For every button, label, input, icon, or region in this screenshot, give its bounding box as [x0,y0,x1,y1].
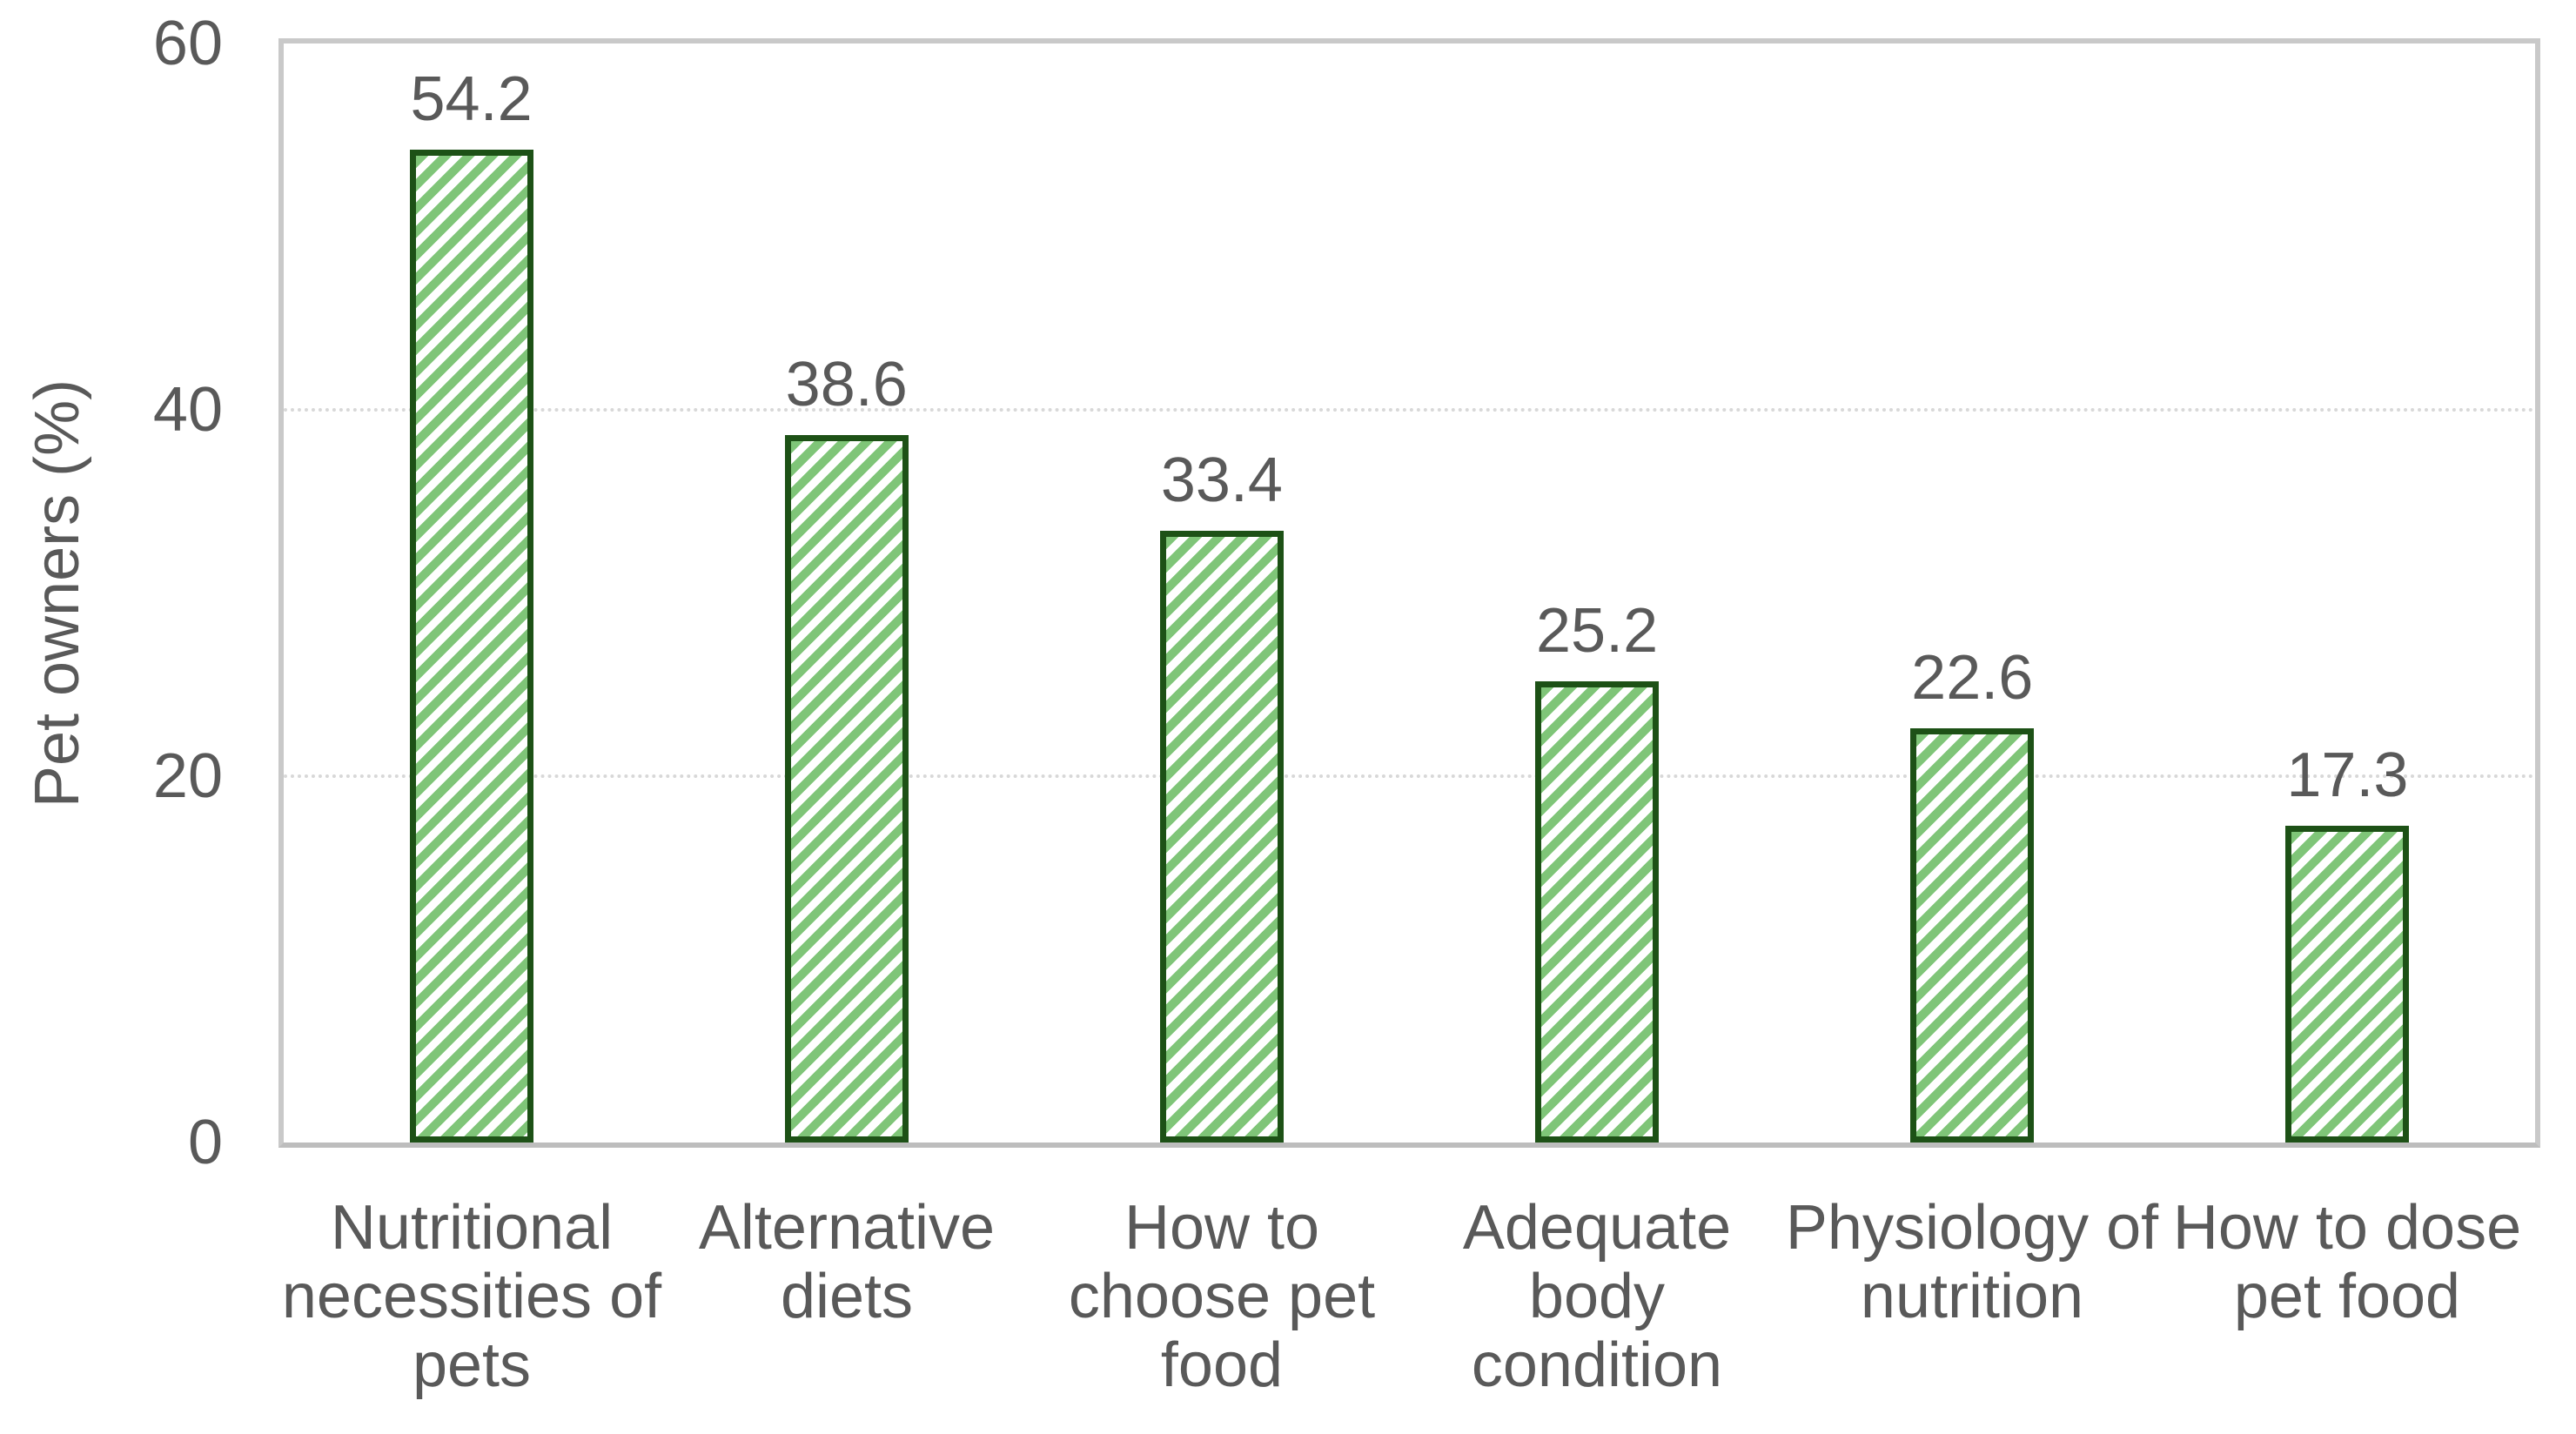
gridline-40 [284,408,2535,412]
bar-value-label: 33.4 [1160,446,1283,516]
bar-2 [785,435,909,1143]
bar-value-label: 38.6 [785,350,908,420]
x-category-label-4: Adequate body condition [1462,1193,1732,1400]
bar-value-label: 17.3 [2286,740,2409,811]
x-category-label-2: Alternative diets [698,1193,996,1331]
bar-value-label: 25.2 [1536,596,1659,667]
bar-4 [1535,681,1659,1143]
bar-1 [410,150,533,1143]
bar-5 [1910,728,2034,1143]
y-tick-label: 0 [187,1108,223,1177]
y-axis-title: Pet owners (%) [5,44,110,1143]
plot-area: 54.2 38.6 33.4 25.2 22.6 17.3 [278,38,2540,1148]
x-category-label-1: Nutritional necessities of pets [281,1193,662,1400]
y-tick-label: 60 [152,9,223,78]
y-tick-label: 20 [152,741,223,811]
bar-value-label: 54.2 [410,64,533,135]
gridline-20 [284,774,2535,778]
x-category-label-3: How to choose pet food [1068,1193,1376,1400]
bar-6 [2285,826,2409,1143]
bar-value-label: 22.6 [1911,643,2034,714]
y-axis-title-text: Pet owners (%) [23,379,92,807]
x-category-label-6: How to dose pet food [2172,1193,2522,1331]
x-category-label-5: Physiology of nutrition [1785,1193,2159,1331]
y-tick-label: 40 [152,375,223,445]
bar-3 [1160,531,1284,1143]
